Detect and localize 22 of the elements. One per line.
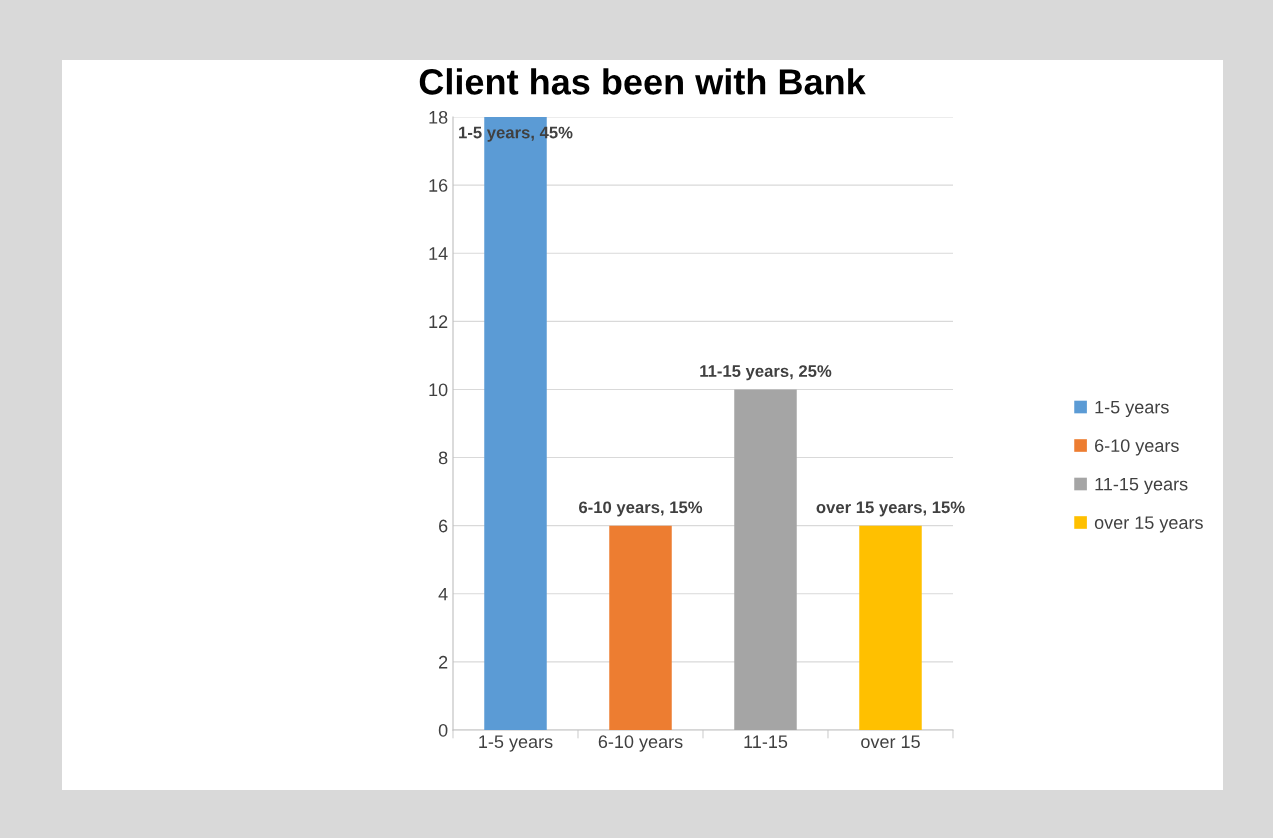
- y-tick-label: 6: [439, 519, 448, 533]
- y-tick-label: 4: [438, 587, 448, 601]
- legend-label: 6-10 years: [1095, 439, 1179, 456]
- y-tick-label: 0: [438, 723, 448, 737]
- x-tick-label: 1-5 years: [479, 735, 553, 752]
- y-tick-label: 12: [429, 315, 448, 328]
- y-tick-label: 2: [439, 655, 448, 669]
- x-tick-label: over 15: [861, 735, 920, 749]
- y-tick-label: 14: [429, 247, 448, 260]
- y-tick-label: 8: [438, 451, 448, 465]
- annotation: over 15 years, 15%: [816, 501, 965, 517]
- y-tick-label: 18: [429, 110, 448, 124]
- x-tick-label: 11-15: [744, 735, 788, 749]
- x-tick-label: 6-10 years: [598, 735, 683, 752]
- annotation: 11-15 years, 25%: [700, 365, 832, 381]
- annotation: 6-10 years, 15%: [579, 501, 703, 517]
- legend-label: 1-5 years: [1095, 400, 1169, 418]
- legend-label: 11-15 years: [1095, 477, 1188, 495]
- y-tick-label: 16: [429, 179, 448, 192]
- legend-label: over 15 years: [1094, 516, 1203, 533]
- chart-title: Client has been with Bank: [419, 68, 866, 95]
- y-tick-label: 10: [429, 383, 448, 397]
